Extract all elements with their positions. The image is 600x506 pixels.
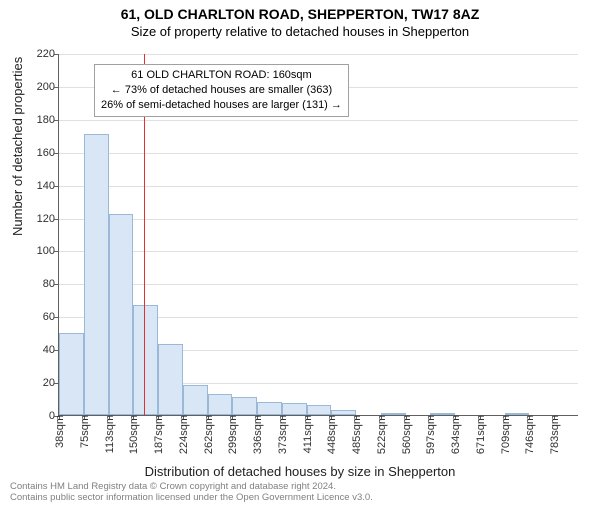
histogram-bar bbox=[183, 385, 208, 415]
gridline bbox=[59, 251, 578, 252]
x-tick-label: 411sqm bbox=[300, 415, 314, 453]
histogram-bar bbox=[232, 397, 257, 415]
y-tick bbox=[54, 87, 59, 88]
y-tick bbox=[54, 54, 59, 55]
x-tick-label: 783sqm bbox=[547, 415, 561, 454]
x-tick-label: 336sqm bbox=[250, 415, 264, 454]
info-box-line: ← 73% of detached houses are smaller (36… bbox=[101, 83, 342, 98]
y-tick bbox=[54, 153, 59, 154]
chart-title-sub: Size of property relative to detached ho… bbox=[0, 24, 600, 39]
x-tick-label: 560sqm bbox=[399, 415, 413, 454]
x-tick-label: 634sqm bbox=[448, 415, 462, 454]
histogram-bar bbox=[109, 214, 134, 415]
x-tick-label: 597sqm bbox=[423, 415, 437, 454]
x-tick-label: 522sqm bbox=[374, 415, 388, 454]
info-box-line: 26% of semi-detached houses are larger (… bbox=[101, 98, 342, 113]
y-tick bbox=[54, 120, 59, 121]
y-tick bbox=[54, 251, 59, 252]
x-tick-label: 113sqm bbox=[102, 415, 116, 453]
x-tick-label: 746sqm bbox=[522, 415, 536, 454]
info-box: 61 OLD CHARLTON ROAD: 160sqm← 73% of det… bbox=[94, 64, 349, 117]
gridline bbox=[59, 219, 578, 220]
y-tick bbox=[54, 186, 59, 187]
gridline bbox=[59, 186, 578, 187]
chart-title-main: 61, OLD CHARLTON ROAD, SHEPPERTON, TW17 … bbox=[0, 6, 600, 22]
x-tick-label: 75sqm bbox=[77, 415, 91, 448]
gridline bbox=[59, 120, 578, 121]
histogram-bar bbox=[282, 403, 307, 415]
y-axis-title: Number of detached properties bbox=[10, 57, 25, 236]
y-tick bbox=[54, 284, 59, 285]
y-tick bbox=[54, 317, 59, 318]
x-axis-title: Distribution of detached houses by size … bbox=[0, 464, 600, 479]
attribution-footer: Contains HM Land Registry data © Crown c… bbox=[10, 482, 373, 504]
x-tick-label: 224sqm bbox=[176, 415, 190, 454]
x-tick-label: 299sqm bbox=[225, 415, 239, 454]
gridline bbox=[59, 153, 578, 154]
plot-region: 02040608010012014016018020022038sqm75sqm… bbox=[58, 54, 578, 416]
x-tick-label: 485sqm bbox=[349, 415, 363, 454]
gridline bbox=[59, 284, 578, 285]
x-tick-label: 187sqm bbox=[151, 415, 165, 454]
y-tick bbox=[54, 219, 59, 220]
x-tick-label: 38sqm bbox=[52, 415, 66, 448]
chart-area: 02040608010012014016018020022038sqm75sqm… bbox=[58, 54, 578, 416]
x-tick-label: 448sqm bbox=[324, 415, 338, 454]
x-tick-label: 373sqm bbox=[275, 415, 289, 454]
histogram-bar bbox=[208, 394, 233, 415]
histogram-bar bbox=[133, 305, 158, 415]
footer-line-2: Contains public sector information licen… bbox=[10, 493, 373, 504]
x-tick-label: 671sqm bbox=[473, 415, 487, 454]
histogram-bar bbox=[84, 134, 109, 415]
x-tick-label: 262sqm bbox=[201, 415, 215, 454]
info-box-line: 61 OLD CHARLTON ROAD: 160sqm bbox=[101, 68, 342, 83]
histogram-bar bbox=[59, 333, 84, 415]
x-tick-label: 709sqm bbox=[498, 415, 512, 454]
histogram-bar bbox=[158, 344, 183, 415]
histogram-bar bbox=[257, 402, 282, 415]
histogram-bar bbox=[307, 405, 332, 415]
x-tick-label: 150sqm bbox=[126, 415, 140, 454]
gridline bbox=[59, 54, 578, 55]
